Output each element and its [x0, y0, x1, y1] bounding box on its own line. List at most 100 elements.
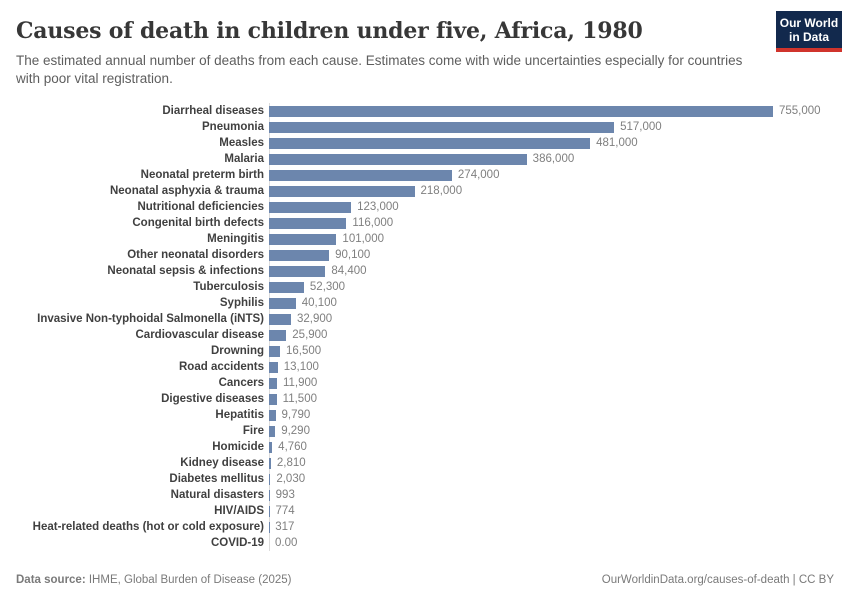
bar-category-label: Natural disasters	[170, 489, 264, 502]
bar-track: 9,790	[269, 407, 834, 423]
bar-track: 90,100	[269, 247, 834, 263]
owid-logo: Our World in Data	[776, 11, 842, 53]
bar[interactable]	[269, 153, 527, 165]
bar-track: 386,000	[269, 151, 834, 167]
bar[interactable]	[269, 217, 347, 229]
bar-category-label: Homicide	[212, 441, 264, 454]
chart-subtitle: The estimated annual number of deaths fr…	[16, 53, 743, 87]
bar-track: 4,760	[269, 439, 834, 455]
bar-value-label: 90,100	[335, 249, 371, 262]
bar-category-label: Tuberculosis	[193, 281, 264, 294]
bar[interactable]	[269, 137, 591, 149]
bar[interactable]	[269, 505, 270, 517]
bar[interactable]	[269, 377, 277, 389]
bar-category-label: Neonatal preterm birth	[140, 169, 264, 182]
bar-value-label: 4,760	[278, 441, 307, 454]
bar-track: 13,100	[269, 359, 834, 375]
bar-category-label: Road accidents	[179, 361, 264, 374]
bar[interactable]	[269, 233, 337, 245]
bar-category-label: Nutritional deficiencies	[137, 201, 264, 214]
bar-value-label: 9,290	[281, 425, 310, 438]
chart-row: Kidney disease 2,810	[16, 455, 834, 471]
chart-row: Digestive diseases 11,500	[16, 391, 834, 407]
chart-row: Diabetes mellitus 2,030	[16, 471, 834, 487]
bar[interactable]	[269, 313, 291, 325]
bar-track: 123,000	[269, 199, 834, 215]
chart-row: Malaria 386,000	[16, 151, 834, 167]
bar[interactable]	[269, 329, 287, 341]
data-source-value: IHME, Global Burden of Disease (2025)	[85, 574, 292, 586]
bar[interactable]	[269, 473, 271, 485]
bar-track: 40,100	[269, 295, 834, 311]
chart-footer: Data source: IHME, Global Burden of Dise…	[16, 574, 834, 586]
bar-category-label: Malaria	[224, 153, 264, 166]
bar-category-label: Cardiovascular disease	[135, 329, 265, 342]
bar-category-label: Diabetes mellitus	[169, 473, 264, 486]
chart-row: Drowning 16,500	[16, 343, 834, 359]
bar[interactable]	[269, 185, 415, 197]
chart-row: Neonatal sepsis & infections 84,400	[16, 263, 834, 279]
owid-logo-line2: in Data	[788, 30, 829, 45]
bar-track: 481,000	[269, 135, 834, 151]
bar[interactable]	[269, 393, 277, 405]
bar[interactable]	[269, 121, 615, 133]
bar-track: 993	[269, 487, 834, 503]
bar-track: 317	[269, 519, 834, 535]
bar-value-label: 317	[275, 521, 295, 534]
owid-logo-line1: Our World	[779, 16, 839, 30]
bar-category-label: Measles	[219, 137, 264, 150]
bar-value-label: 2,030	[276, 473, 306, 486]
bar-category-label: COVID-19	[210, 537, 264, 550]
bar[interactable]	[269, 249, 330, 261]
bar[interactable]	[269, 297, 296, 309]
bar-category-label: Hepatitis	[215, 409, 264, 422]
bar[interactable]	[269, 457, 271, 469]
bar[interactable]	[269, 361, 278, 373]
bar-category-label: Kidney disease	[180, 457, 264, 470]
bar-category-label: Neonatal sepsis & infections	[107, 265, 264, 278]
chart-row: Hepatitis 9,790	[16, 407, 834, 423]
bar-category-label: Drowning	[210, 345, 264, 358]
chart-row: Nutritional deficiencies 123,000	[16, 199, 834, 215]
bar-value-label: 386,000	[532, 153, 575, 166]
bar-track: 0.00	[269, 535, 834, 551]
bar[interactable]	[269, 169, 452, 181]
bar-value-label: 40,100	[301, 297, 337, 310]
chart-row: Cancers 11,900	[16, 375, 834, 391]
chart-row: Homicide 4,760	[16, 439, 834, 455]
bar-value-label: 993	[275, 489, 295, 502]
y-axis-line	[269, 103, 270, 552]
bar-chart: Diarrheal diseases 755,000 Pneumonia 517,00…	[16, 103, 834, 552]
bar-track: 32,900	[269, 311, 834, 327]
bar-value-label: 9,790	[281, 409, 311, 422]
bar[interactable]	[269, 425, 276, 437]
bar-value-label: 84,400	[331, 265, 367, 278]
bar-category-label: HIV/AIDS	[214, 505, 264, 518]
chart-row: Syphilis 40,100	[16, 295, 834, 311]
bar[interactable]	[269, 409, 276, 421]
bar[interactable]	[269, 441, 273, 453]
bar-value-label: 32,900	[296, 313, 333, 326]
bar-category-label: Meningitis	[207, 233, 264, 246]
bar-track: 218,000	[269, 183, 834, 199]
bar-value-label: 11,500	[282, 393, 317, 406]
bar[interactable]	[269, 345, 280, 357]
bar-value-label: 0.00	[275, 537, 298, 550]
chart-row: COVID-19 0.00	[16, 535, 834, 551]
bar-value-label: 25,900	[292, 329, 328, 342]
bar[interactable]	[269, 265, 326, 277]
chart-row: Meningitis 101,000	[16, 231, 834, 247]
page-title: Causes of death in children under five, …	[16, 18, 643, 44]
bar[interactable]	[269, 281, 304, 293]
bar-value-label: 116,000	[352, 217, 394, 230]
bar[interactable]	[269, 489, 270, 501]
bar-track: 116,000	[269, 215, 834, 231]
bar[interactable]	[269, 105, 773, 117]
bar-track: 101,000	[269, 231, 834, 247]
chart-row: Fire 9,290	[16, 423, 834, 439]
bar[interactable]	[269, 201, 352, 213]
bar-category-label: Pneumonia	[202, 121, 264, 134]
chart-row: Diarrheal diseases 755,000	[16, 103, 834, 119]
bar-value-label: 101,000	[342, 233, 384, 246]
bar-category-label: Diarrheal diseases	[162, 105, 264, 118]
